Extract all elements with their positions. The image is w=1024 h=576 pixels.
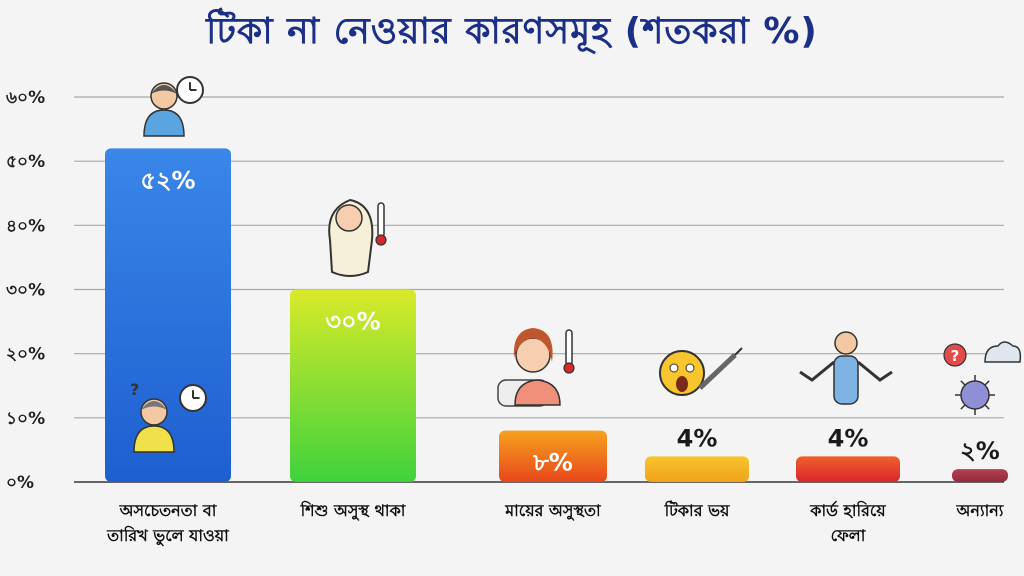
bar bbox=[499, 430, 607, 482]
value-label: ৮% bbox=[532, 449, 573, 477]
category-label: অন্যান্য bbox=[956, 501, 1005, 520]
bar bbox=[796, 456, 900, 482]
category-label: কার্ড হারিয়ে bbox=[809, 500, 886, 520]
value-label: 4% bbox=[828, 424, 869, 452]
y-tick-label: ০% bbox=[6, 473, 34, 493]
y-tick-label: ৩০% bbox=[6, 281, 45, 301]
category-label: অসচেতনতা বা bbox=[119, 501, 218, 520]
value-label: 4% bbox=[677, 424, 718, 452]
svg-text:?: ? bbox=[130, 380, 139, 399]
baby-thermometer-icon bbox=[328, 198, 387, 277]
y-axis-ticks: ০% ১০% ২০% ৩০% ৪০% ৫০% ৬০% bbox=[6, 88, 45, 493]
value-label: ৫২% bbox=[140, 166, 195, 194]
category-label: শিশু অসুস্থ থাকা bbox=[300, 500, 407, 521]
value-labels: ৫২% ৩০% ৮% 4% 4% ২% bbox=[140, 166, 999, 476]
y-tick-label: ১০% bbox=[6, 409, 45, 429]
bar bbox=[290, 289, 416, 482]
y-tick-label: ৫০% bbox=[6, 152, 45, 172]
confused-person-clock-icon: ? bbox=[130, 380, 207, 453]
bar-icons: ?? bbox=[130, 76, 1022, 453]
y-tick-label: ৬০% bbox=[6, 88, 45, 108]
category-label: ফেলা bbox=[831, 526, 867, 545]
y-tick-label: ২০% bbox=[6, 345, 45, 365]
svg-text:?: ? bbox=[951, 347, 960, 365]
value-label: ২% bbox=[960, 437, 1000, 465]
category-label: টিকার ভয় bbox=[664, 500, 730, 520]
y-tick-label: ৪০% bbox=[6, 216, 45, 236]
value-label: ৩০% bbox=[325, 308, 380, 336]
chart-title: টিকা না নেওয়ার কারণসমূহ (শতকরা %) bbox=[206, 11, 818, 52]
bar bbox=[645, 456, 749, 482]
question-cloud-virus-icon: ? bbox=[943, 341, 1022, 415]
category-label: তারিখ ভুলে যাওয়া bbox=[106, 525, 230, 547]
scared-face-syringe-icon bbox=[659, 347, 743, 396]
category-labels: অসচেতনতা বা তারিখ ভুলে যাওয়া শিশু অসুস্থ … bbox=[106, 500, 1005, 547]
category-label: মায়ের অসুস্থতা bbox=[504, 501, 602, 521]
sick-mother-icon bbox=[497, 328, 575, 407]
bar bbox=[952, 469, 1008, 482]
shrugging-person-icon bbox=[799, 331, 893, 405]
bars bbox=[105, 148, 1008, 483]
person-clock-icon bbox=[143, 76, 204, 137]
